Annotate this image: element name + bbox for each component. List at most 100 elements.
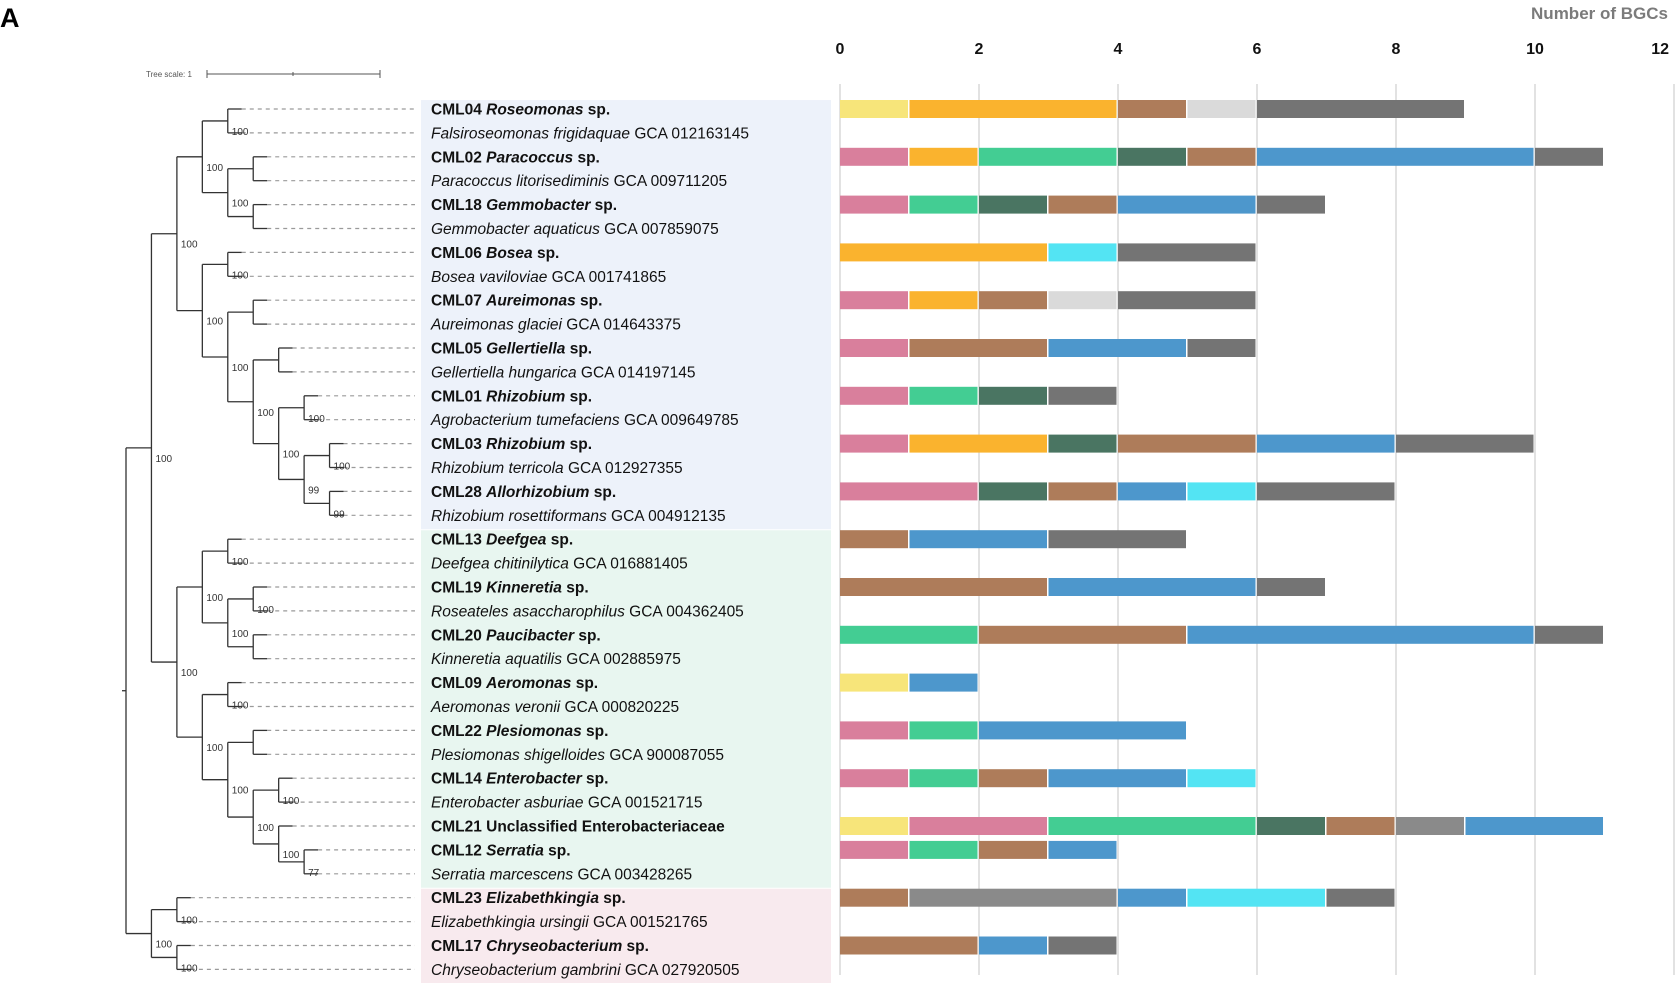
bgc-bar-segment [1118,100,1186,118]
bgc-bar-segment [909,100,1117,118]
bgc-bar-segment [909,434,1047,453]
taxon-label: CML28 Allorhizobium sp. [431,484,616,501]
bgc-bar-segment [840,195,908,214]
taxon-label: Rhizobium terricola GCA 012927355 [431,460,683,477]
bootstrap-support: 100 [155,454,172,465]
x-tick-label-6: 6 [1253,41,1262,58]
bgc-bar-segment [840,530,908,549]
bgc-bar-segment [909,817,1047,835]
clade-band-2 [421,888,831,983]
tree-scale-label: Tree scale: 1 [146,70,192,79]
x-tick-label-12: 12 [1651,41,1669,58]
bgc-bar-segment [909,840,978,859]
bgc-bar-segment [1257,578,1325,596]
bgc-bar-segment [840,769,908,788]
bgc-bar-segment [1118,147,1186,166]
bgc-bar-segment [1118,195,1256,214]
taxon-label: Rhizobium rosettiformans GCA 004912135 [431,508,726,525]
bgc-bar-segment [840,147,908,166]
bgc-stacked-bars [840,100,1603,955]
bgc-bar-segment [1187,625,1534,644]
x-tick-label-8: 8 [1392,41,1401,58]
taxon-label: CML12 Serratia sp. [431,842,571,859]
bgc-bar-segment [1118,243,1256,262]
bgc-bar-segment [1187,888,1325,907]
bgc-bar-segment [1048,291,1117,310]
bootstrap-support: 100 [283,450,300,461]
bootstrap-support: 100 [181,916,198,927]
bgc-bar-segment [1326,888,1395,907]
bootstrap-support: 100 [283,850,300,861]
bgc-bar-segment [1048,578,1256,596]
bgc-bar-segment [1187,482,1256,501]
taxon-label: CML09 Aeromonas sp. [431,675,598,692]
taxon-label: CML05 Gellertiella sp. [431,341,592,358]
bgc-bar-segment [1535,147,1603,166]
bootstrap-support: 100 [232,701,249,712]
bootstrap-support: 100 [283,796,300,807]
taxon-label: Plesiomonas shigelloides GCA 900087055 [431,747,724,764]
bootstrap-support: 100 [206,163,223,174]
bgc-bar-segment [979,840,1047,859]
panel-label: A [0,3,20,33]
taxon-label: CML22 Plesiomonas sp. [431,723,608,740]
bgc-bar-segment [840,291,908,310]
bootstrap-support: 100 [257,823,274,834]
bgc-bar-segment [840,339,908,357]
bootstrap-support: 100 [257,408,274,419]
bgc-bar-segment [1187,769,1256,788]
bootstrap-support: 99 [308,485,320,496]
bgc-bar-segment [840,625,978,644]
bootstrap-support: 100 [257,605,274,616]
taxon-label: CML21 Unclassified Enterobacteriaceae [431,819,725,836]
bgc-bar-segment [979,386,1047,405]
x-tick-label-4: 4 [1114,41,1123,58]
bgc-bar-segment [1257,195,1325,214]
bgc-bar-segment [1118,291,1256,310]
taxon-label: CML19 Kinneretia sp. [431,580,589,597]
bootstrap-support: 100 [232,270,249,281]
bgc-bar-segment [979,721,1186,740]
bgc-bar-segment [840,673,908,692]
bgc-bar-segment [979,769,1047,788]
taxon-label: Roseateles asaccharophilus GCA 004362405 [431,603,744,620]
bgc-bar-segment [909,530,1047,549]
taxon-label: Kinneretia aquatilis GCA 002885975 [431,651,681,668]
bgc-bar-segment [1048,243,1117,262]
clade-band-0 [421,100,831,530]
bgc-bar-segment [840,578,1047,596]
bgc-bar-segment [1187,339,1256,357]
taxon-label: Bosea vaviloviae GCA 001741865 [431,269,666,286]
bgc-bar-segment [979,936,1047,955]
bgc-bar-segment [1048,817,1256,835]
bgc-bar-segment [1535,625,1603,644]
taxon-label: CML07 Aureimonas sp. [431,293,602,310]
bgc-bar-segment [840,840,908,859]
bootstrap-support: 100 [206,593,223,604]
bgc-bar-segment [979,625,1186,644]
bgc-bar-segment [840,721,908,740]
bootstrap-support: 100 [181,963,198,974]
bgc-bar-segment [1118,434,1256,453]
taxon-label: Gellertiella hungarica GCA 014197145 [431,364,696,381]
bgc-bar-segment [1048,434,1117,453]
bgc-bar-segment [1048,339,1186,357]
taxon-label: CML23 Elizabethkingia sp. [431,890,626,907]
taxon-label: Elizabethkingia ursingii GCA 001521765 [431,914,708,931]
bgc-bar-segment [909,339,1047,357]
taxon-label: CML04 Roseomonas sp. [431,102,610,119]
x-tick-label-0: 0 [836,41,845,58]
bgc-bar-segment [840,386,908,405]
bgc-bar-segment [1048,769,1186,788]
bgc-bar-segment [1187,100,1256,118]
bgc-bar-segment [909,147,978,166]
bootstrap-support: 100 [232,557,249,568]
taxon-label: Enterobacter asburiae GCA 001521715 [431,795,702,812]
bgc-bar-segment [1048,530,1186,549]
bgc-bar-segment [1048,386,1117,405]
bgc-bar-segment [909,721,978,740]
bgc-bar-segment [840,434,908,453]
bootstrap-support: 100 [308,414,325,425]
bgc-bar-segment [979,482,1047,501]
bootstrap-support: 99 [334,509,346,520]
